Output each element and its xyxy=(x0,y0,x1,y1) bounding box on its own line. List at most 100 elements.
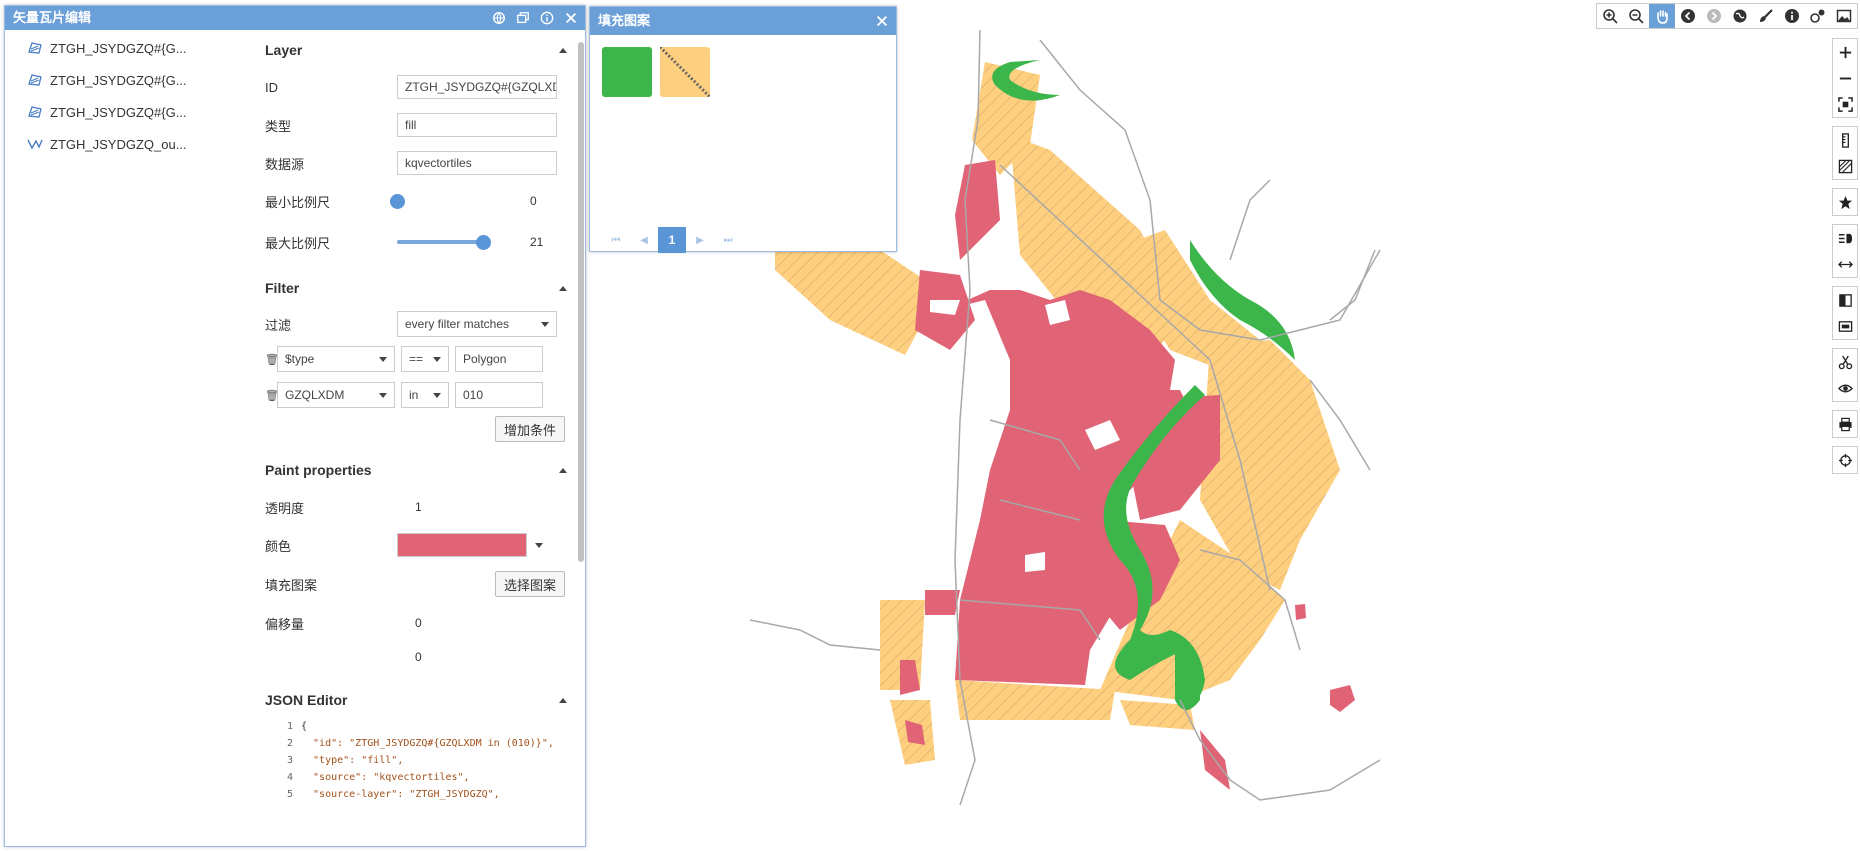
last-page-icon[interactable]: ⏭ xyxy=(723,234,733,246)
forward-icon[interactable] xyxy=(1701,4,1727,28)
minzoom-slider-thumb[interactable] xyxy=(389,193,405,209)
locate-crosshair-icon[interactable] xyxy=(1833,447,1857,473)
ruler-icon[interactable] xyxy=(1833,127,1857,153)
image-icon[interactable] xyxy=(1831,4,1857,28)
minzoom-value: 0 xyxy=(530,194,537,208)
zoom-out-icon[interactable] xyxy=(1623,4,1649,28)
zoom-in-icon[interactable] xyxy=(1597,4,1623,28)
collapse-icon[interactable] xyxy=(559,467,567,473)
json-line: 2 "id": "ZTGH_JSYDGZQ#{GZQLXDM in (010)}… xyxy=(286,738,554,749)
swipe-icon[interactable] xyxy=(1833,251,1857,277)
opacity-value[interactable]: 1 xyxy=(415,500,422,514)
paint-section-title: Paint properties xyxy=(265,462,372,478)
restore-window-icon[interactable] xyxy=(515,10,531,26)
layer-item[interactable]: ZTGH_JSYDGZQ#{G... xyxy=(5,64,260,96)
layer-item[interactable]: ZTGH_JSYDGZQ#{G... xyxy=(5,32,260,64)
pan-hand-icon[interactable] xyxy=(1649,4,1675,28)
color-picker-swatch[interactable] xyxy=(397,533,527,557)
type-input[interactable]: fill xyxy=(397,113,557,137)
json-editor[interactable]: 1{ 2 "id": "ZTGH_JSYDGZQ#{GZQLXDM in (01… xyxy=(265,718,575,803)
condition-op-value: == xyxy=(409,352,424,366)
json-section-header[interactable]: JSON Editor xyxy=(265,682,575,718)
maxzoom-slider-thumb[interactable] xyxy=(475,234,491,250)
close-icon[interactable] xyxy=(874,13,890,29)
close-icon[interactable] xyxy=(563,10,579,26)
plus-icon[interactable] xyxy=(1833,39,1857,65)
id-input[interactable]: ZTGH_JSYDGZQ#{GZQLXDM in (010)} xyxy=(397,75,557,99)
current-page[interactable]: 1 xyxy=(658,227,686,253)
layer-item[interactable]: ZTGH_JSYDGZQ_ou... xyxy=(5,128,260,160)
properties-scrollbar[interactable] xyxy=(577,30,585,848)
condition-field-select[interactable]: $type xyxy=(277,346,395,372)
chevron-down-icon xyxy=(433,356,441,362)
print-preview-icon[interactable] xyxy=(1833,313,1857,339)
globe-icon[interactable] xyxy=(491,10,507,26)
polygon-layer-icon xyxy=(28,106,42,118)
condition-value-input[interactable]: Polygon xyxy=(455,346,543,372)
layer-section-title: Layer xyxy=(265,42,303,58)
brush-icon[interactable] xyxy=(1753,4,1779,28)
layer-section-header[interactable]: Layer xyxy=(265,32,575,68)
collapse-icon[interactable] xyxy=(559,285,567,291)
print-icon[interactable] xyxy=(1833,411,1857,437)
fill-pattern-titlebar: 填充图案 xyxy=(590,7,896,35)
editor-titlebar: 矢量瓦片编辑 xyxy=(5,6,585,30)
offset-y-value[interactable]: 0 xyxy=(415,650,422,664)
next-page-icon[interactable]: ▶ xyxy=(696,234,704,246)
filter-section-header[interactable]: Filter xyxy=(265,270,575,306)
bookmark-star-icon[interactable] xyxy=(1833,189,1857,215)
globe-icon[interactable] xyxy=(1727,4,1753,28)
area-measure-icon[interactable] xyxy=(1833,153,1857,179)
json-line: 1{ xyxy=(286,721,308,732)
river xyxy=(992,60,1295,710)
offset-x-value[interactable]: 0 xyxy=(415,616,422,630)
maxzoom-label: 最大比例尺 xyxy=(265,235,331,251)
trash-icon[interactable]: 🗑 xyxy=(265,389,279,402)
chevron-down-icon xyxy=(379,356,387,362)
planned-zones xyxy=(775,62,1340,765)
prev-page-icon[interactable]: ◀ xyxy=(640,234,648,246)
layer-item[interactable]: ZTGH_JSYDGZQ#{G... xyxy=(5,96,260,128)
paint-section-header[interactable]: Paint properties xyxy=(265,452,575,488)
orange-hatch-pattern[interactable] xyxy=(658,45,712,99)
first-page-icon[interactable]: ⏮ xyxy=(611,234,621,246)
scissors-icon[interactable] xyxy=(1833,349,1857,375)
trash-icon[interactable]: 🗑 xyxy=(265,353,279,366)
condition-op-select[interactable]: == xyxy=(401,346,449,372)
maxzoom-slider-track[interactable] xyxy=(397,240,483,244)
info-icon[interactable] xyxy=(1779,4,1805,28)
info-icon[interactable] xyxy=(539,10,555,26)
condition-field-value: $type xyxy=(285,352,315,366)
json-line: 3 "type": "fill", xyxy=(286,755,404,766)
condition-op-value: in xyxy=(409,388,419,402)
layers-settings-icon[interactable] xyxy=(1805,4,1831,28)
collapse-icon[interactable] xyxy=(559,47,567,53)
minzoom-label: 最小比例尺 xyxy=(265,194,331,210)
filter-mode-select[interactable]: every filter matches xyxy=(397,311,557,337)
legend-icon[interactable] xyxy=(1833,225,1857,251)
json-line: 4 "source": "kqvectortiles", xyxy=(286,772,470,783)
scrollbar-thumb[interactable] xyxy=(578,42,584,562)
condition-value-input[interactable]: 010 xyxy=(455,382,543,408)
color-dropdown[interactable] xyxy=(527,532,557,558)
choose-pattern-button[interactable]: 选择图案 xyxy=(494,571,565,597)
back-icon[interactable] xyxy=(1675,4,1701,28)
minus-icon[interactable] xyxy=(1833,65,1857,91)
fill-pattern-title: 填充图案 xyxy=(598,13,651,28)
eye-icon[interactable] xyxy=(1833,375,1857,401)
offset-label: 偏移量 xyxy=(265,616,305,632)
layer-item-label: ZTGH_JSYDGZQ#{G... xyxy=(50,72,187,88)
opacity-label: 透明度 xyxy=(265,500,305,516)
green-solid-pattern[interactable] xyxy=(602,47,652,97)
add-condition-button[interactable]: 增加条件 xyxy=(494,416,565,442)
compare-icon[interactable] xyxy=(1833,287,1857,313)
source-input[interactable]: kqvectortiles xyxy=(397,151,557,175)
condition-field-select[interactable]: GZQLXDM xyxy=(277,382,395,408)
full-extent-icon[interactable] xyxy=(1833,91,1857,117)
color-label: 颜色 xyxy=(265,538,292,554)
fill-pattern-label: 填充图案 xyxy=(265,577,318,593)
collapse-icon[interactable] xyxy=(559,697,567,703)
condition-op-select[interactable]: in xyxy=(401,382,449,408)
layer-list: ZTGH_JSYDGZQ#{G... ZTGH_JSYDGZQ#{G... ZT… xyxy=(5,30,260,846)
